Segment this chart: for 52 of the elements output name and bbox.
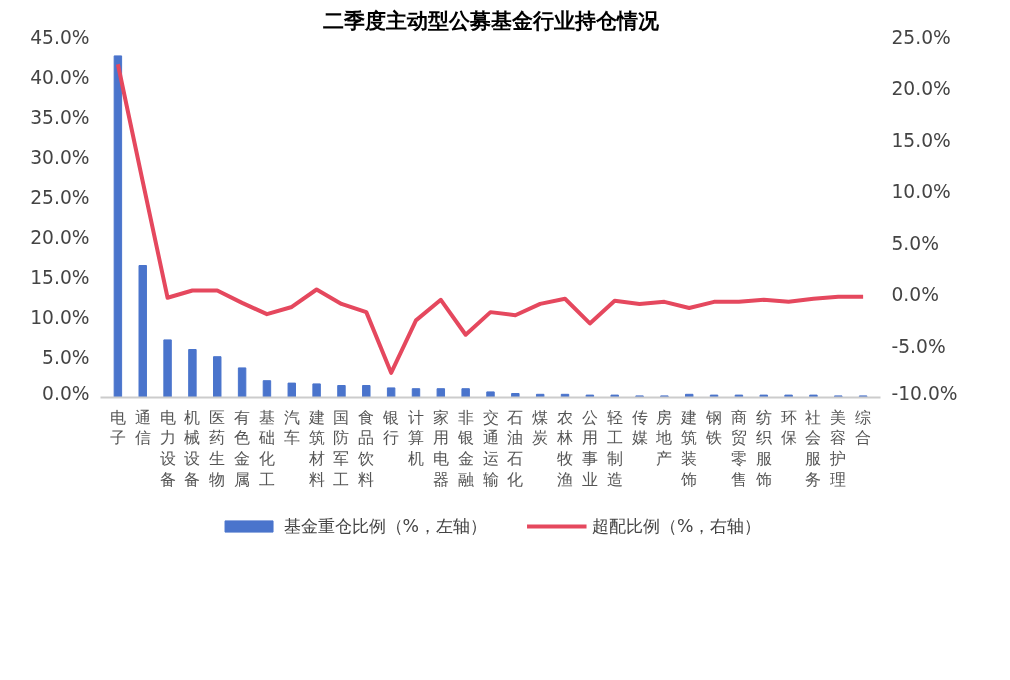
x-tick-label: 电子 (109, 407, 126, 448)
x-tick-label: 电力设备 (159, 407, 176, 490)
y-tick-label: 25.0% (30, 187, 90, 208)
y2-tick-label: 10.0% (891, 181, 951, 203)
x-tick-label: 医药生物 (209, 407, 226, 490)
x-tick-label: 机械设备 (184, 407, 201, 490)
x-tick-label: 非银金融 (456, 407, 474, 490)
y-tick-label: 40.0% (30, 67, 90, 88)
y-tick-label: 10.0% (30, 307, 90, 328)
y2-tick-label: -10.0% (891, 382, 958, 404)
x-tick-label: 公用事业 (581, 407, 598, 490)
y2-tick-label: -5.0% (891, 335, 946, 357)
x-tick-label: 农林牧渔 (556, 407, 574, 490)
x-tick-label: 房地产 (655, 407, 673, 469)
x-tick-label: 基础化工 (257, 407, 275, 490)
x-tick-label: 通信 (134, 407, 151, 448)
x-tick-label: 有色金属 (234, 407, 251, 490)
x-tick-label: 轻工制造 (606, 407, 623, 490)
y-tick-label: 0.0% (42, 382, 90, 404)
chart-title: 二季度主动型公募基金行业持仓情况 (322, 7, 660, 33)
x-tick-label: 传媒 (631, 407, 648, 448)
x-tick-label: 家用电器 (432, 407, 449, 490)
x-tick-label: 建筑装饰 (680, 407, 698, 490)
y2-tick-label: 25.0% (891, 27, 951, 48)
x-tick-label: 煤炭 (532, 407, 549, 448)
y2-tick-label: 15.0% (891, 129, 951, 151)
y-tick-label: 20.0% (30, 227, 90, 248)
x-tick-label: 食品饮料 (357, 407, 375, 490)
y-tick-label: 30.0% (30, 147, 90, 168)
legend-label: 基金重仓比例（%，左轴） (283, 515, 487, 538)
x-tick-label: 计算机 (407, 407, 424, 469)
y-tick-label: 35.0% (30, 107, 90, 128)
y2-tick-label: 20.0% (891, 78, 951, 100)
x-tick-label: 环保 (780, 407, 797, 448)
x-tick-label: 石油石化 (507, 407, 524, 490)
y2-tick-label: 5.0% (891, 232, 939, 254)
x-tick-label: 综合 (855, 407, 872, 448)
x-tick-label: 商贸零售 (730, 407, 747, 490)
y-tick-label: 5.0% (42, 347, 90, 368)
x-tick-label: 美容护理 (829, 407, 847, 490)
x-tick-label: 建筑材料 (307, 407, 325, 490)
y-tick-label: 15.0% (30, 267, 90, 288)
y-tick-label: 45.0% (30, 27, 90, 48)
x-tick-label: 交通运输 (482, 407, 499, 490)
legend-label: 超配比例（%，右轴） (592, 515, 762, 538)
y2-tick-label: 0.0% (891, 284, 939, 306)
x-tick-label: 钢铁 (705, 407, 723, 448)
x-tick-label: 社会服务 (805, 407, 822, 490)
x-tick-label: 国防军工 (333, 407, 350, 490)
x-tick-label: 银行 (382, 407, 400, 448)
x-tick-label: 纺织服饰 (754, 407, 772, 490)
x-tick-label: 汽车 (283, 407, 300, 448)
